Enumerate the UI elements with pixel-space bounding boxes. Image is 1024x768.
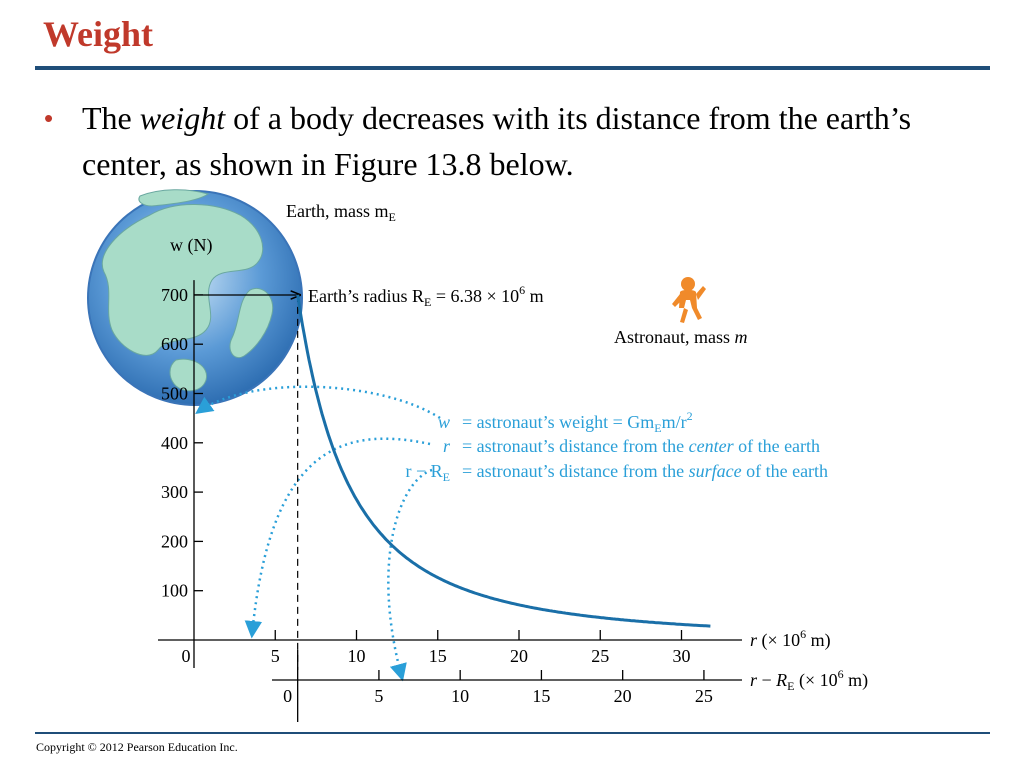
def-w-rhs: = astronaut’s weight = GmEm/r2 bbox=[462, 409, 693, 435]
y-tick-label: 200 bbox=[161, 531, 188, 551]
bullet-dot-icon: • bbox=[44, 103, 54, 133]
x2-tick-label: 25 bbox=[695, 686, 713, 706]
def-r-lhs: r bbox=[443, 436, 451, 456]
bullet-text: The weight of a body decreases with its … bbox=[82, 95, 982, 187]
x-tick-label: 25 bbox=[591, 646, 609, 666]
weight-curve bbox=[296, 294, 711, 628]
def-rr-lhs: r − RE bbox=[406, 461, 451, 484]
astronaut-icon bbox=[672, 277, 706, 323]
x2-axis-label: r − RE (× 106 m) bbox=[750, 667, 868, 693]
x2-tick-label: 5 bbox=[374, 686, 383, 706]
y-tick-label: 600 bbox=[161, 334, 188, 354]
def-w-lhs: w bbox=[438, 412, 450, 432]
x2-tick-label: 15 bbox=[532, 686, 550, 706]
x-tick-label: 0 bbox=[182, 646, 191, 666]
astronaut-label: Astronaut, mass m bbox=[614, 327, 748, 347]
slide-title: Weight bbox=[43, 14, 154, 54]
x2-tick-label: 20 bbox=[614, 686, 632, 706]
x2-tick-label: 10 bbox=[451, 686, 469, 706]
radius-label: Earth’s radius RE = 6.38 × 106 m bbox=[308, 283, 544, 309]
y-tick-label: 100 bbox=[161, 581, 188, 601]
y-axis-label: w (N) bbox=[170, 235, 213, 256]
def-rr-rhs: = astronaut’s distance from the surface … bbox=[462, 461, 828, 481]
y-tick-label: 300 bbox=[161, 482, 188, 502]
x-axis-label: r (× 106 m) bbox=[750, 627, 831, 651]
rr-annotation-arrow bbox=[387, 468, 433, 682]
bullet-emphasis: weight bbox=[139, 100, 226, 136]
x-tick-label: 30 bbox=[673, 646, 691, 666]
y-tick-label: 700 bbox=[161, 285, 188, 305]
weight-figure: Earth, mass mE Earth’s radius RE = 6.38 … bbox=[87, 189, 868, 722]
bullet-post: of a body decreases with its distance fr… bbox=[82, 100, 912, 182]
copyright-text: Copyright © 2012 Pearson Education Inc. bbox=[36, 740, 238, 754]
x2-tick-label: 0 bbox=[283, 686, 292, 706]
def-r-rhs: = astronaut’s distance from the center o… bbox=[462, 436, 820, 456]
x-tick-label: 20 bbox=[510, 646, 528, 666]
x-tick-label: 5 bbox=[271, 646, 280, 666]
y-tick-label: 400 bbox=[161, 433, 188, 453]
x-tick-label: 15 bbox=[429, 646, 447, 666]
x-tick-label: 10 bbox=[348, 646, 366, 666]
earth-label: Earth, mass mE bbox=[286, 201, 396, 224]
definitions-block: w = astronaut’s weight = GmEm/r2 r = ast… bbox=[406, 409, 829, 484]
earth-globe-icon bbox=[87, 189, 303, 406]
bullet-pre: The bbox=[82, 100, 140, 136]
y-tick-label: 500 bbox=[161, 384, 188, 404]
title-divider bbox=[35, 66, 990, 70]
footer-divider bbox=[35, 732, 990, 734]
